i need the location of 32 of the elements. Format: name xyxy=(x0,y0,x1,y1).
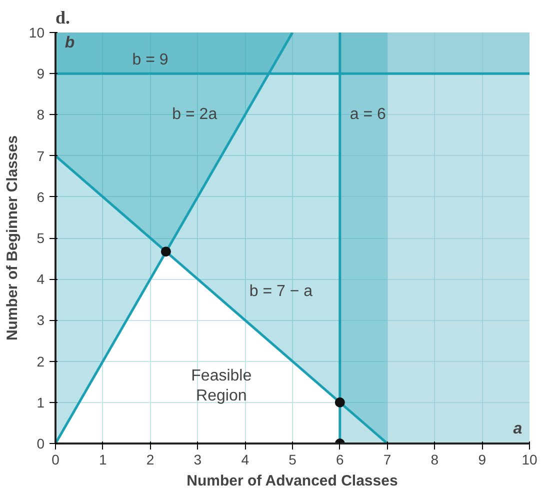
y-tick-label: 9 xyxy=(36,66,45,82)
series-label: b = 7 − a xyxy=(249,283,313,300)
series-label: b = 9 xyxy=(132,52,168,69)
y-tick-label: 5 xyxy=(36,230,45,246)
x-tick-label: 4 xyxy=(241,452,250,468)
annotation: Feasible Region xyxy=(191,367,252,405)
y-tick-label: 7 xyxy=(36,148,45,164)
y-tick-label: 6 xyxy=(36,188,45,205)
chart-title: d. xyxy=(56,8,70,28)
y-tick-label: 2 xyxy=(36,353,45,370)
y-tick-label: 8 xyxy=(36,106,45,123)
y-tick-label: 3 xyxy=(36,312,45,328)
y-tick-label: 4 xyxy=(36,271,45,288)
series-label: b = 2a xyxy=(172,106,218,124)
y-tick-label: 1 xyxy=(36,394,45,410)
x-tick-label: 8 xyxy=(430,452,439,468)
y-tick-label: 0 xyxy=(36,436,45,452)
x-tick-label: 9 xyxy=(478,452,486,468)
x-tick-label: 7 xyxy=(383,452,392,468)
x-tick-label: 10 xyxy=(522,452,538,468)
x-tick-label: 3 xyxy=(194,452,202,468)
annotation: b xyxy=(64,34,75,52)
x-tick-label: 0 xyxy=(52,452,60,468)
x-axis-title: Number of Advanced Classes xyxy=(186,472,398,490)
x-tick-label: 1 xyxy=(99,452,108,468)
y-axis-title: Number of Beginner Classes xyxy=(4,135,21,341)
x-tick-label: 5 xyxy=(288,452,297,468)
annotation: a xyxy=(513,420,522,438)
y-tick-label: 10 xyxy=(28,24,45,40)
x-tick-label: 6 xyxy=(336,452,344,468)
series-label: a = 6 xyxy=(350,106,386,124)
x-tick-label: 2 xyxy=(146,452,154,468)
